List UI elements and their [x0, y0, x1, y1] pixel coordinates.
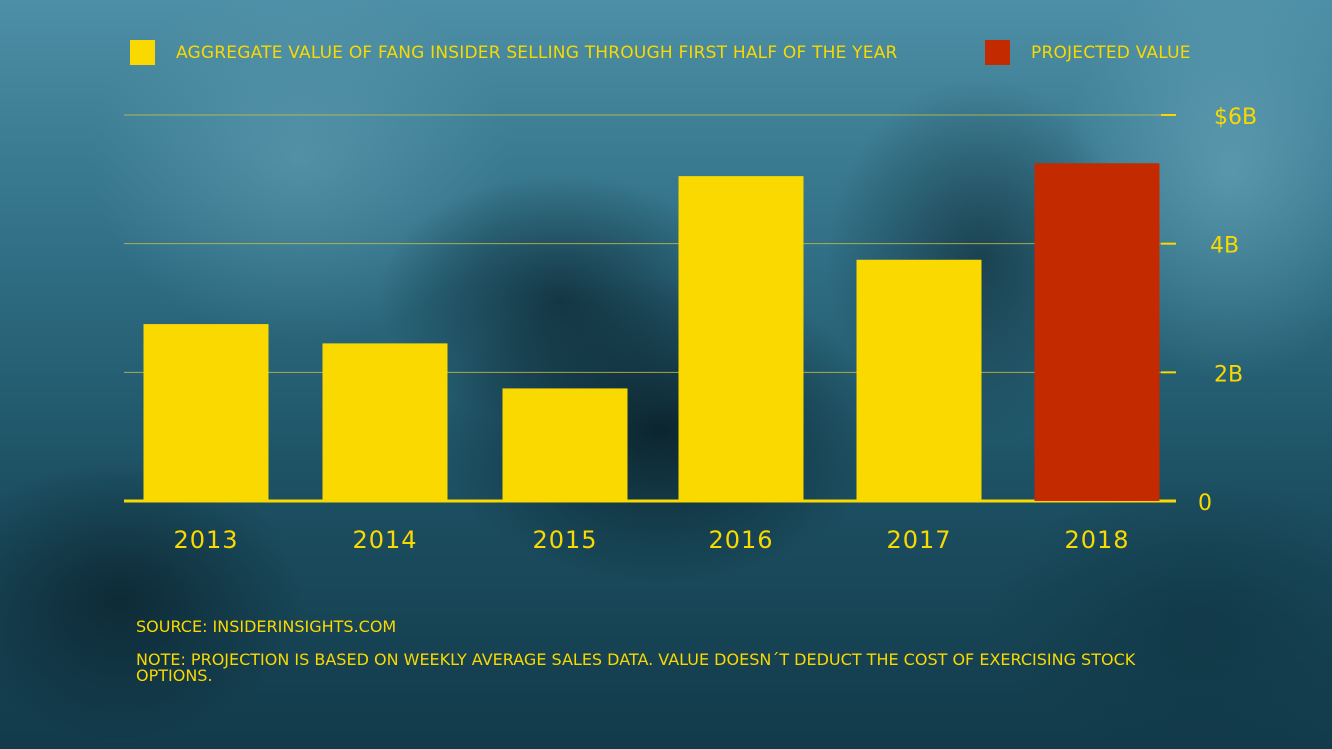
legend-swatch-actual [130, 40, 155, 65]
x-tick-label-2018: 2018 [1064, 526, 1129, 554]
bar-2014 [322, 343, 448, 501]
y-tick-label: $6B [1214, 105, 1257, 130]
bar-2016 [678, 176, 804, 501]
x-tick-label-2014: 2014 [352, 526, 417, 554]
footnote: NOTE: PROJECTION IS BASED ON WEEKLY AVER… [136, 650, 1136, 685]
x-tick-label-2017: 2017 [886, 526, 951, 554]
bar-2015 [502, 388, 628, 501]
legend-label-actual: AGGREGATE VALUE OF FANG INSIDER SELLING … [176, 43, 898, 63]
bar-2013 [143, 324, 269, 501]
legend-swatch-projected [985, 40, 1010, 65]
bar-2017 [856, 259, 982, 501]
x-tick-label-2015: 2015 [532, 526, 597, 554]
y-tick-label: 0 [1198, 491, 1212, 516]
x-tick-label-2013: 2013 [173, 526, 238, 554]
source-note: SOURCE: INSIDERINSIGHTS.COM [136, 617, 397, 636]
x-tick-label-2016: 2016 [708, 526, 773, 554]
legend-label-projected: PROJECTED VALUE [1031, 43, 1191, 63]
bar-2018 [1034, 163, 1160, 501]
y-tick-label: 4B [1210, 234, 1239, 259]
y-tick-label: 2B [1214, 362, 1243, 387]
